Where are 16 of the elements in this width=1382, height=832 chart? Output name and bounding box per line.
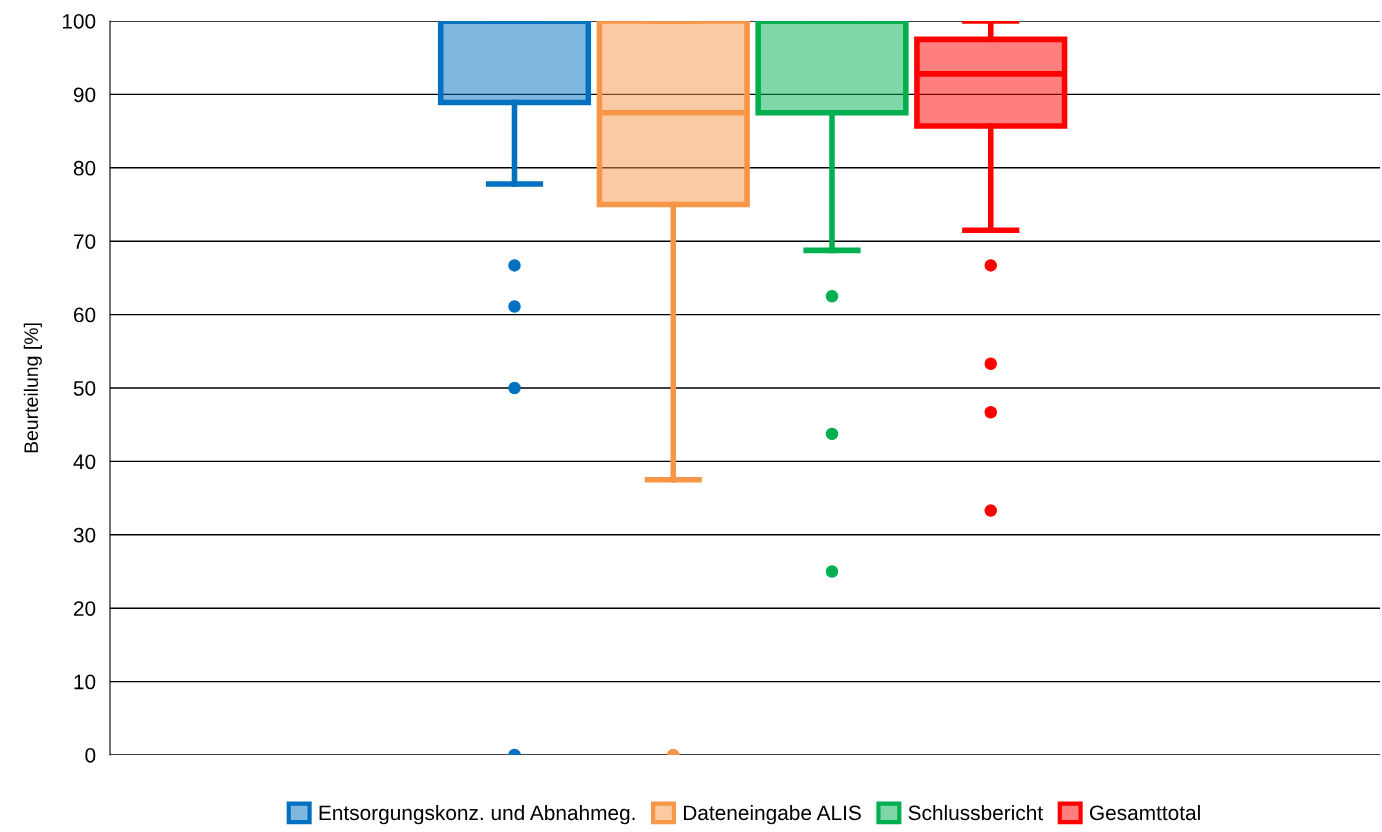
legend-label: Schlussbericht <box>908 804 1043 821</box>
y-tick-label: 0 <box>85 748 96 763</box>
y-tick-label: 60 <box>74 307 96 323</box>
y-tick-label: 90 <box>73 87 96 103</box>
y-tick-label: 10 <box>74 674 96 690</box>
y-tick-label: 50 <box>73 381 96 396</box>
y-tick-label: 20 <box>73 601 96 616</box>
y-tick-label: 80 <box>73 160 96 176</box>
legend-label: Gesamttotal <box>1089 804 1200 821</box>
y-tick-label: 30 <box>73 527 96 543</box>
legend-label: Dateneingabe ALIS <box>683 804 861 825</box>
y-tick-label: 100 <box>62 14 96 29</box>
y-tick-label: 70 <box>74 234 96 249</box>
y-tick-label: 40 <box>73 454 96 470</box>
legend-label: Entsorgungskonz. und Abnahmeg. <box>319 804 635 825</box>
y-axis-title: Beurteilung [%] <box>23 323 42 453</box>
